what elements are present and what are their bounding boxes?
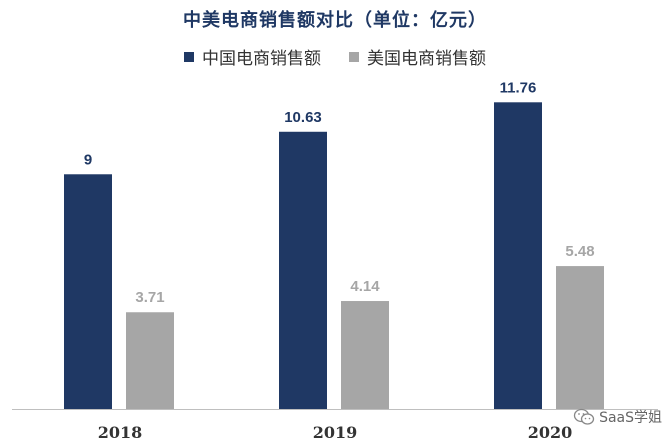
legend-item-china: 中国电商销售额 <box>184 44 321 69</box>
chart-title: 中美电商销售额对比（单位：亿元） <box>183 10 487 31</box>
watermark-text: SaaS学姐 <box>599 410 662 426</box>
bar-china-2020 <box>494 102 542 410</box>
data-label-china-2018: 9 <box>84 151 92 168</box>
legend-label-china: 中国电商销售额 <box>202 49 321 69</box>
data-label-us-2018: 3.71 <box>135 289 164 306</box>
watermark: SaaS学姐 <box>573 407 662 427</box>
legend-item-us: 美国电商销售额 <box>349 44 486 69</box>
legend-swatch-us <box>349 51 359 62</box>
data-label-us-2020: 5.48 <box>565 243 594 260</box>
x-tick-label-2018: 2018 <box>98 423 143 442</box>
bar-us-2018 <box>126 312 174 409</box>
legend: 中国电商销售额 美国电商销售额 <box>0 44 670 69</box>
x-tick-label-2019: 2019 <box>313 423 358 442</box>
data-label-china-2019: 10.63 <box>284 109 322 126</box>
x-tick-label-2020: 2020 <box>528 423 573 442</box>
bar-china-2019 <box>279 131 327 409</box>
data-label-us-2019: 4.14 <box>350 278 380 295</box>
wechat-icon <box>573 408 595 425</box>
legend-label-us: 美国电商销售额 <box>367 49 486 69</box>
bar-us-2020 <box>556 266 604 409</box>
legend-swatch-china <box>184 51 194 62</box>
bar-us-2019 <box>341 301 389 409</box>
bar-china-2018 <box>64 174 112 409</box>
data-label-china-2020: 11.76 <box>500 79 537 96</box>
